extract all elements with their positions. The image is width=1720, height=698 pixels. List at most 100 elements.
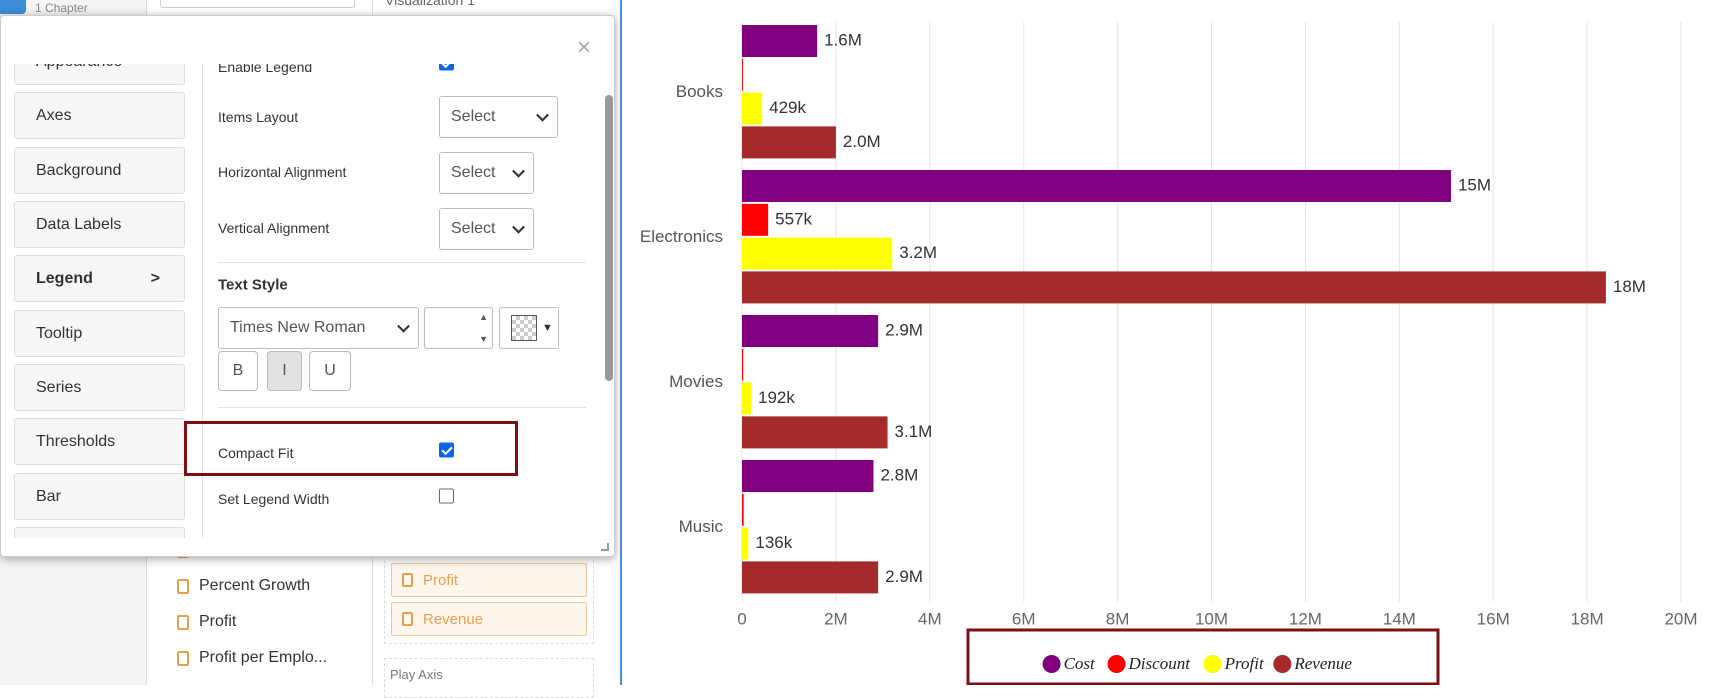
data-label: 429k bbox=[769, 98, 806, 117]
resize-handle[interactable] bbox=[601, 543, 609, 551]
menu-item[interactable]: Bar bbox=[14, 473, 185, 520]
bar bbox=[742, 527, 749, 560]
separator bbox=[218, 407, 586, 408]
legend-marker bbox=[1107, 655, 1126, 673]
setting-label: Set Legend Width bbox=[218, 491, 330, 507]
separator bbox=[218, 262, 586, 263]
font-select[interactable]: Times New Roman bbox=[218, 307, 419, 349]
menu-item-active[interactable]: Legend > bbox=[14, 255, 185, 302]
legend-marker bbox=[1042, 655, 1061, 673]
bar bbox=[742, 348, 744, 381]
bar bbox=[742, 315, 879, 347]
setting-label: Compact Fit bbox=[218, 445, 294, 461]
chart: 0 2M 4M 6M 8M 10M 12M 14M 16M 18M 20M Books 1.6M 429k… bbox=[640, 22, 1698, 685]
x-tick-label: 6M bbox=[1012, 609, 1036, 628]
data-label: 3.1M bbox=[895, 422, 933, 441]
field-label: Percent Growth bbox=[199, 577, 311, 594]
data-label: 2.9M bbox=[885, 567, 923, 586]
color-picker[interactable]: ▼ bbox=[499, 307, 559, 349]
select[interactable]: Select bbox=[439, 96, 558, 138]
scrollbar[interactable] bbox=[605, 95, 613, 381]
bar bbox=[742, 237, 893, 270]
menu-item[interactable]: Tooltip bbox=[14, 310, 185, 357]
bar bbox=[742, 493, 744, 526]
legend-marker bbox=[1203, 655, 1222, 673]
setting-label: Items Layout bbox=[218, 109, 299, 125]
checkbox[interactable] bbox=[439, 442, 454, 458]
menu-item[interactable]: Axes bbox=[14, 92, 185, 139]
bar bbox=[742, 126, 836, 159]
play-axis-label: Play Axis bbox=[390, 667, 443, 682]
legend-highlight bbox=[966, 628, 1440, 685]
bar bbox=[742, 382, 752, 415]
category-label: Music bbox=[679, 517, 724, 536]
category-label: Books bbox=[676, 82, 723, 101]
field-item[interactable]: Percent Growth bbox=[177, 577, 310, 595]
setting-label: Enable Legend bbox=[218, 64, 313, 75]
field-label: Profit bbox=[199, 613, 237, 630]
bar bbox=[742, 561, 879, 594]
measure-label: Profit bbox=[423, 571, 459, 589]
legend-label: Revenue bbox=[1293, 654, 1352, 673]
data-label: 192k bbox=[758, 388, 795, 407]
bar bbox=[742, 58, 743, 91]
chapter-icon bbox=[0, 0, 26, 14]
menu-item[interactable]: Background bbox=[14, 147, 185, 194]
chapter-label: 1 Chapter bbox=[35, 1, 88, 15]
section-title: Text Style bbox=[218, 276, 288, 294]
menu-item[interactable]: Data Labels bbox=[14, 201, 185, 248]
x-tick-label: 4M bbox=[918, 609, 942, 628]
visualization-title: Visualization 1 bbox=[385, 0, 476, 8]
field-label: Profit per Emplo... bbox=[199, 649, 328, 666]
data-label: 1.6M bbox=[824, 30, 862, 49]
x-tick-label: 14M bbox=[1383, 609, 1416, 628]
close-button[interactable]: × bbox=[577, 34, 592, 61]
select-text: Select bbox=[451, 108, 496, 125]
measure-chip[interactable]: Profit bbox=[391, 563, 587, 597]
bar bbox=[742, 203, 769, 236]
field-item[interactable]: Profit per Emplo... bbox=[177, 649, 327, 667]
bar bbox=[742, 416, 888, 449]
menu: Appearance Axes Background Data Labels L… bbox=[14, 64, 186, 538]
checkbox[interactable] bbox=[439, 488, 454, 504]
bar bbox=[742, 460, 874, 492]
x-tick-label: 16M bbox=[1477, 609, 1510, 628]
checkbox[interactable] bbox=[439, 64, 454, 71]
select-text: Select bbox=[451, 220, 496, 237]
x-tick-label: 0 bbox=[737, 609, 746, 628]
select-text: Times New Roman bbox=[230, 319, 366, 336]
select[interactable]: Select bbox=[439, 208, 534, 250]
select-text: Select bbox=[451, 164, 496, 181]
measure-chip[interactable]: Revenue bbox=[391, 602, 587, 636]
data-label: 2.8M bbox=[880, 465, 918, 484]
menu-item[interactable]: Appearance bbox=[14, 64, 185, 85]
x-tick-label: 10M bbox=[1195, 609, 1228, 628]
menu-item[interactable] bbox=[14, 527, 185, 538]
bar bbox=[742, 271, 1606, 304]
selection-border bbox=[620, 0, 622, 685]
settings-form: Enable Legend Items Layout Select Horizo… bbox=[206, 64, 601, 538]
underline-button[interactable]: U bbox=[309, 351, 351, 391]
measure-label: Revenue bbox=[423, 610, 484, 628]
data-label: 2.0M bbox=[843, 132, 881, 151]
font-size-spinner[interactable]: ▲ ▼ bbox=[424, 307, 493, 349]
active-marker: > bbox=[150, 269, 160, 287]
data-label: 3.2M bbox=[899, 243, 937, 262]
search-box[interactable] bbox=[160, 0, 355, 8]
bold-button[interactable]: B bbox=[218, 351, 258, 391]
setting-label: Horizontal Alignment bbox=[218, 164, 347, 180]
italic-button[interactable]: I bbox=[267, 351, 302, 391]
select[interactable]: Select bbox=[439, 152, 534, 194]
menu-item[interactable]: Series bbox=[14, 364, 185, 411]
x-tick-label: 12M bbox=[1289, 609, 1322, 628]
legend-label: Profit bbox=[1224, 654, 1265, 673]
menu-item[interactable]: Thresholds bbox=[14, 418, 185, 465]
field-item[interactable]: Profit bbox=[177, 613, 236, 631]
setting-label: Vertical Alignment bbox=[218, 220, 330, 236]
highlight-box bbox=[184, 421, 518, 476]
category-label: Electronics bbox=[640, 227, 723, 246]
x-tick-label: 18M bbox=[1571, 609, 1604, 628]
legend-label: Discount bbox=[1128, 654, 1192, 673]
data-label: 18M bbox=[1613, 277, 1646, 296]
